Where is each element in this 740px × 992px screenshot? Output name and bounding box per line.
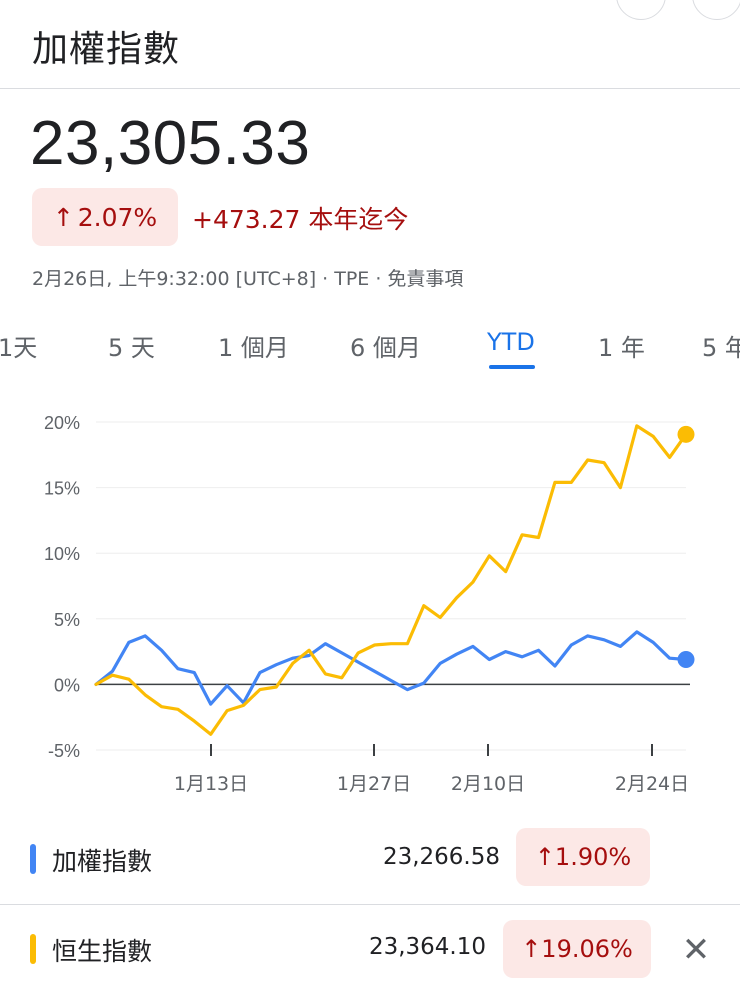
legend-change: 19.06% (541, 935, 633, 963)
change-absolute-value: +473.27 (192, 205, 301, 234)
x-tick-label: 1月13日 (174, 773, 248, 795)
change-absolute: +473.27 本年迄今 (192, 200, 408, 236)
legend-value: 23,266.58 (382, 844, 500, 870)
x-tick-label: 2月10日 (451, 773, 525, 795)
current-price: 23,305.33 (30, 109, 311, 178)
range-tabs: 1天 5 天 1 個月 6 個月 YTD 1 年 5 年 (0, 328, 740, 369)
series-end-point-taiex (677, 650, 695, 668)
divider (0, 904, 740, 905)
y-tick-label: 5% (54, 610, 80, 630)
legend-value: 23,364.10 (368, 934, 486, 960)
x-tick-label: 2月24日 (615, 773, 689, 795)
up-arrow-icon: ↑ (521, 935, 542, 963)
y-tick-label: 0% (54, 675, 80, 695)
y-tick-label: 10% (44, 544, 80, 564)
series-line-hsi (94, 424, 688, 736)
period-label: 本年迄今 (308, 205, 409, 234)
legend-name: 恒生指數 (52, 937, 153, 966)
page-title: 加權指數 (32, 29, 181, 70)
line-chart: 20% 15% 10% 5% 0% -5% 1月13日 1月27日 2月10日 2月24日 (44, 413, 695, 795)
legend-row-hsi[interactable]: 恒生指數 23,364.10 ↑ 19.06% (0, 908, 740, 988)
y-tick-label: 20% (44, 413, 80, 433)
change-percent-badge: ↑ 2.07% (32, 188, 178, 246)
active-tab-indicator (489, 365, 535, 369)
legend-change: 1.90% (554, 843, 632, 871)
tab-1m[interactable]: 1 個月 (218, 334, 289, 362)
change-percent: 2.07% (77, 202, 158, 232)
legend-color-bar (30, 934, 36, 964)
tab-1y[interactable]: 1 年 (598, 334, 645, 362)
series-end-point-hsi (677, 425, 695, 443)
y-tick-label: -5% (48, 741, 80, 761)
tab-5y[interactable]: 5 年 (702, 334, 740, 362)
quote-meta: 2月26日, 上午9:32:00 [UTC+8] · TPE · 免責事項 (32, 268, 464, 290)
legend-change-badge: ↑ 1.90% (516, 828, 650, 886)
tab-5d[interactable]: 5 天 (108, 334, 155, 362)
tab-ytd[interactable]: YTD (487, 328, 535, 356)
up-arrow-icon: ↑ (534, 843, 555, 871)
close-icon[interactable]: ✕ (681, 930, 711, 970)
up-arrow-icon: ↑ (52, 202, 74, 232)
divider (0, 88, 740, 89)
series-line-taiex (94, 630, 688, 706)
legend-name: 加權指數 (52, 847, 153, 876)
legend-change-badge: ↑ 19.06% (503, 920, 651, 978)
legend-color-bar (30, 844, 36, 874)
share-button[interactable] (616, 0, 666, 20)
tab-1d[interactable]: 1天 (0, 334, 38, 362)
tab-6m[interactable]: 6 個月 (350, 334, 421, 362)
legend-row-taiex[interactable]: 加權指數 23,266.58 ↑ 1.90% (0, 820, 740, 900)
more-button[interactable] (692, 0, 740, 20)
x-tick-label: 1月27日 (337, 773, 411, 795)
y-tick-label: 15% (44, 479, 80, 499)
